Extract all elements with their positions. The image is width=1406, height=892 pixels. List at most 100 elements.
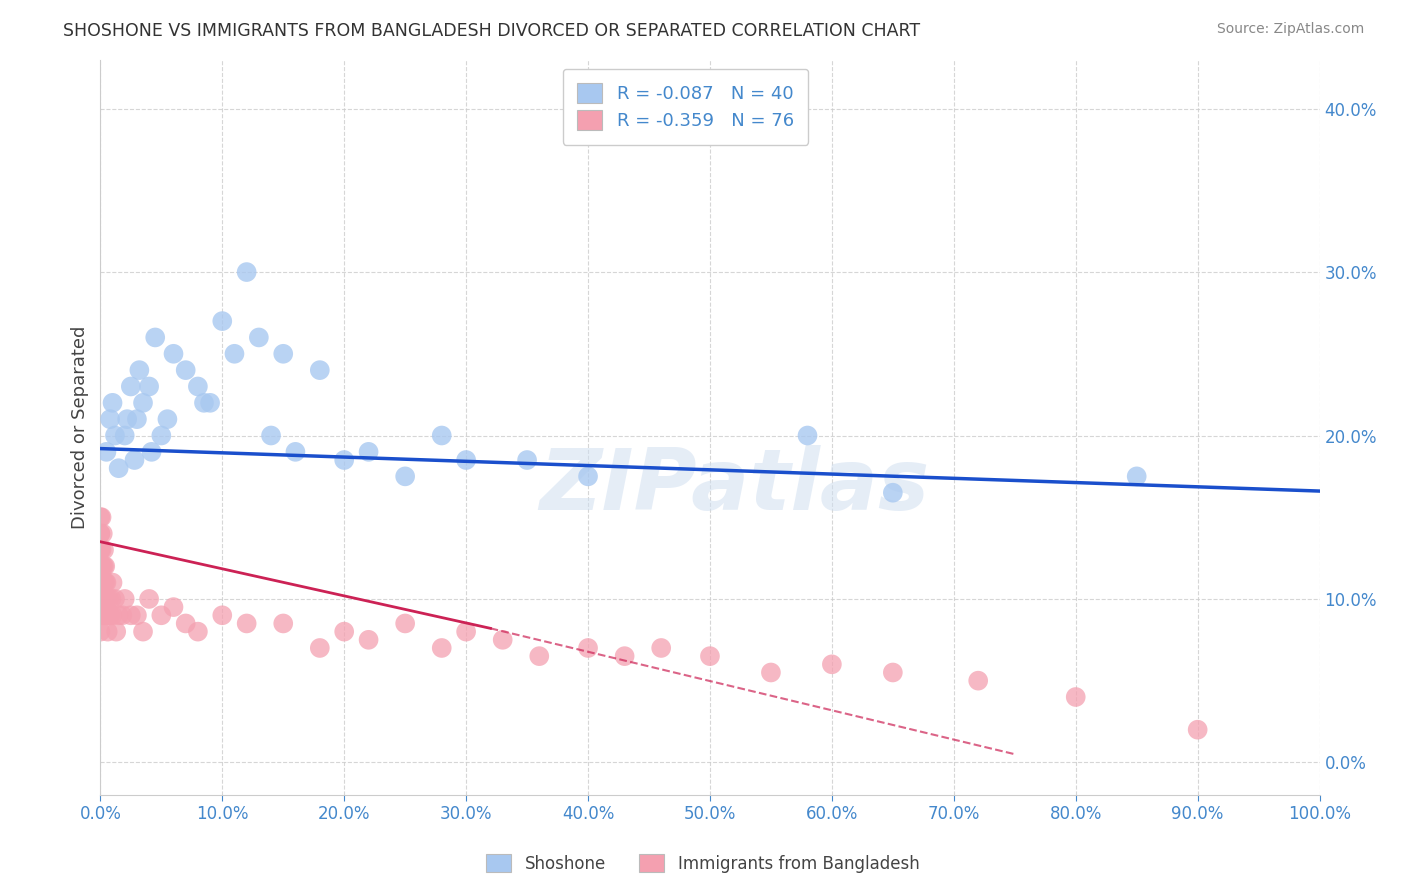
Point xyxy=(882,485,904,500)
Point xyxy=(224,347,246,361)
Point xyxy=(89,559,111,574)
Text: ZIPatlas: ZIPatlas xyxy=(540,445,929,528)
Text: SHOSHONE VS IMMIGRANTS FROM BANGLADESH DIVORCED OR SEPARATED CORRELATION CHART: SHOSHONE VS IMMIGRANTS FROM BANGLADESH D… xyxy=(63,22,921,40)
Point xyxy=(90,559,112,574)
Point xyxy=(89,591,111,606)
Y-axis label: Divorced or Separated: Divorced or Separated xyxy=(72,326,89,529)
Point xyxy=(456,453,478,467)
Point xyxy=(107,608,129,623)
Point xyxy=(89,542,111,557)
Point xyxy=(89,526,111,541)
Point xyxy=(132,624,155,639)
Point xyxy=(94,559,117,574)
Point xyxy=(124,453,146,467)
Point xyxy=(308,640,330,655)
Point xyxy=(394,469,416,483)
Point xyxy=(89,591,111,606)
Point xyxy=(97,591,120,606)
Point xyxy=(174,363,197,377)
Point xyxy=(93,591,115,606)
Point xyxy=(143,330,166,344)
Point xyxy=(115,412,138,426)
Point xyxy=(93,542,115,557)
Point xyxy=(193,396,215,410)
Point xyxy=(89,608,111,623)
Point xyxy=(650,640,672,655)
Point xyxy=(132,396,155,410)
Point xyxy=(101,608,124,623)
Point xyxy=(759,665,782,680)
Point xyxy=(271,347,294,361)
Point xyxy=(101,396,124,410)
Point xyxy=(93,559,115,574)
Point xyxy=(162,600,184,615)
Point xyxy=(105,624,128,639)
Point xyxy=(89,510,111,524)
Point xyxy=(104,591,127,606)
Text: Source: ZipAtlas.com: Source: ZipAtlas.com xyxy=(1216,22,1364,37)
Point xyxy=(107,461,129,475)
Point xyxy=(174,616,197,631)
Point xyxy=(104,428,127,442)
Point xyxy=(529,649,551,664)
Point xyxy=(516,453,538,467)
Point xyxy=(235,616,257,631)
Point xyxy=(96,445,118,459)
Point xyxy=(91,591,114,606)
Point xyxy=(430,640,453,655)
Legend: R = -0.087   N = 40, R = -0.359   N = 76: R = -0.087 N = 40, R = -0.359 N = 76 xyxy=(562,69,808,145)
Point xyxy=(90,542,112,557)
Point xyxy=(89,624,111,639)
Point xyxy=(125,608,148,623)
Point xyxy=(247,330,270,344)
Point xyxy=(260,428,283,442)
Point xyxy=(89,559,111,574)
Point xyxy=(111,608,134,623)
Point xyxy=(94,575,117,590)
Point xyxy=(430,428,453,442)
Point xyxy=(456,624,478,639)
Point xyxy=(114,591,136,606)
Point xyxy=(96,575,118,590)
Point xyxy=(89,542,111,557)
Point xyxy=(97,608,120,623)
Point xyxy=(100,591,122,606)
Point xyxy=(114,428,136,442)
Point xyxy=(308,363,330,377)
Point xyxy=(91,559,114,574)
Point xyxy=(94,608,117,623)
Point xyxy=(141,445,163,459)
Point xyxy=(138,379,160,393)
Point xyxy=(284,445,307,459)
Point xyxy=(89,559,111,574)
Point xyxy=(1187,723,1209,737)
Point xyxy=(91,575,114,590)
Point xyxy=(394,616,416,631)
Point xyxy=(187,624,209,639)
Point xyxy=(198,396,221,410)
Point xyxy=(492,632,515,647)
Point xyxy=(93,575,115,590)
Point xyxy=(138,591,160,606)
Point xyxy=(357,632,380,647)
Point xyxy=(967,673,990,688)
Point xyxy=(91,526,114,541)
Point xyxy=(1125,469,1147,483)
Point xyxy=(128,363,150,377)
Point xyxy=(97,624,120,639)
Point xyxy=(271,616,294,631)
Point xyxy=(882,665,904,680)
Point xyxy=(98,412,121,426)
Point xyxy=(90,575,112,590)
Point xyxy=(357,445,380,459)
Point xyxy=(576,640,599,655)
Point xyxy=(796,428,818,442)
Point xyxy=(613,649,636,664)
Point xyxy=(162,347,184,361)
Point xyxy=(211,608,233,623)
Point xyxy=(150,608,173,623)
Point xyxy=(333,624,356,639)
Point xyxy=(576,469,599,483)
Point xyxy=(90,510,112,524)
Point xyxy=(211,314,233,328)
